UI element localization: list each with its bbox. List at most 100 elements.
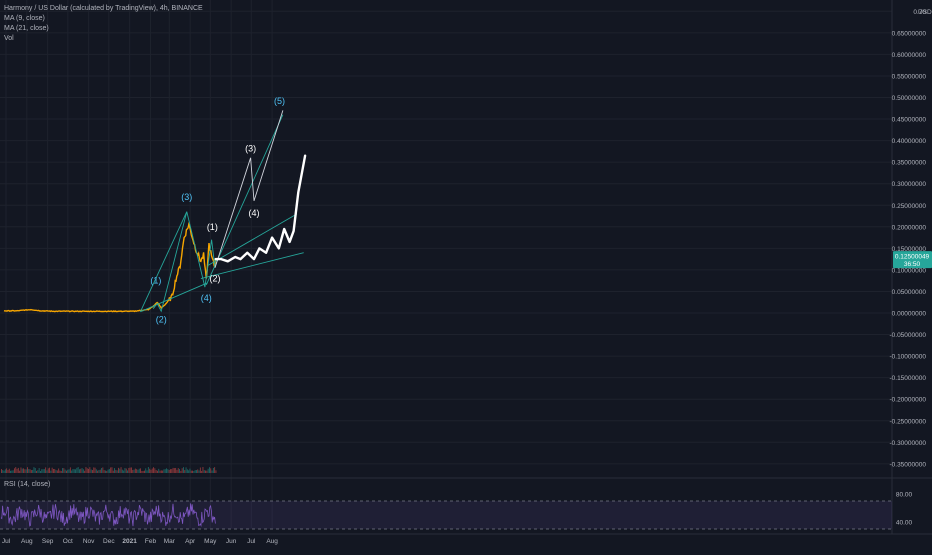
wave-label: (4) — [201, 293, 212, 303]
volume-bar — [144, 470, 145, 473]
volume-bar — [147, 467, 149, 473]
volume-bar — [151, 468, 153, 473]
y-tick-label: 0.30000000 — [892, 181, 927, 188]
wave-label: (4) — [248, 208, 259, 218]
volume-bar — [28, 469, 30, 473]
volume-bar — [167, 469, 169, 473]
volume-bar — [166, 468, 167, 473]
volume-bar — [21, 468, 23, 473]
volume-bar — [62, 468, 63, 473]
volume-bar — [115, 469, 117, 473]
wave-label: (2) — [210, 274, 221, 284]
volume-bar — [123, 470, 125, 473]
y-tick-label: 0.10000000 — [892, 267, 927, 274]
volume-bar — [103, 470, 105, 473]
volume-bar — [85, 467, 87, 473]
legend-ma9[interactable]: MA (9, close) — [4, 15, 45, 22]
volume-bar — [45, 467, 47, 473]
y-tick-label: -0.35000000 — [889, 461, 926, 468]
volume-bar — [15, 467, 17, 473]
price-tag-timer: 36:50 — [904, 261, 921, 268]
volume-bar — [19, 470, 21, 473]
volume-bar — [93, 467, 95, 473]
volume-bar — [160, 470, 162, 473]
legend-ma21[interactable]: MA (21, close) — [4, 25, 49, 32]
volume-bar — [73, 469, 75, 473]
volume-bar — [8, 468, 10, 473]
volume-bar — [157, 470, 158, 473]
volume-bar — [145, 468, 147, 473]
volume-bar — [207, 468, 209, 473]
volume-bar — [128, 467, 130, 473]
volume-bar — [141, 470, 143, 473]
wave-label: (5) — [274, 96, 285, 106]
volume-bar — [177, 468, 179, 473]
volume-bar — [138, 468, 140, 473]
x-tick-label: Feb — [145, 538, 157, 545]
volume-bar — [90, 469, 92, 473]
x-tick-label: Aug — [21, 538, 33, 545]
volume-bar — [12, 470, 14, 473]
volume-bar — [212, 467, 214, 473]
volume-bar — [98, 469, 100, 473]
chart-legend: Harmony / US Dollar (calculated by Tradi… — [4, 4, 203, 44]
support-trendline — [200, 252, 304, 279]
volume-bar — [102, 467, 104, 473]
volume-bar — [37, 470, 39, 473]
volume-bar — [66, 470, 67, 473]
volume-bar — [118, 467, 119, 473]
volume-bar — [106, 470, 108, 473]
volume-bar — [214, 467, 216, 473]
y-tick-label: -0.20000000 — [889, 397, 926, 404]
volume-bar — [176, 469, 178, 473]
volume-bar — [99, 469, 101, 473]
volume-bar — [20, 467, 22, 473]
volume-bar — [129, 467, 131, 473]
volume-bar — [136, 469, 138, 473]
volume-bar — [11, 470, 13, 473]
primary-wave-path — [152, 211, 216, 313]
price-axis: 0.70 0.65000000 0.60000000 0.55000000 0.5000… — [889, 9, 932, 469]
volume-bar — [47, 468, 49, 473]
volume-bar — [211, 470, 213, 473]
volume-bar — [173, 468, 175, 473]
y-tick-label: 0.50000000 — [892, 95, 927, 102]
volume-bar — [105, 470, 106, 473]
volume-bar — [142, 470, 144, 473]
rsi-tick-label: 40.00 — [896, 520, 913, 527]
volume-bar — [186, 469, 188, 473]
volume-bar — [77, 467, 79, 473]
volume-bar — [108, 469, 110, 473]
volume-bar — [46, 470, 48, 473]
volume-bar — [56, 470, 58, 473]
volume-bar — [183, 467, 184, 473]
legend-vol[interactable]: Vol — [4, 35, 14, 42]
rsi-tick-label: 80.00 — [896, 492, 913, 499]
volume-bar — [170, 469, 171, 473]
y-tick-label: 0.45000000 — [892, 117, 927, 124]
grid — [0, 0, 932, 535]
volume-bar — [168, 469, 170, 473]
x-tick-label: Jul — [247, 538, 256, 545]
price-tag-value: 0.12500049 — [895, 254, 930, 261]
rsi-legend[interactable]: RSI (14, close) — [4, 481, 51, 488]
volume-bar — [209, 467, 210, 473]
volume-bar — [210, 468, 212, 473]
volume-bar — [185, 467, 187, 473]
volume-bar — [59, 470, 61, 473]
mid-trendline — [207, 213, 298, 266]
volume-bar — [92, 470, 93, 473]
volume-bar — [10, 470, 11, 473]
volume-bar — [189, 468, 191, 473]
volume-bar — [43, 469, 45, 473]
volume-bar — [149, 468, 151, 473]
volume-bar — [188, 470, 190, 473]
volume-bar — [107, 469, 109, 473]
x-tick-label: Jun — [226, 538, 237, 545]
y-tick-label: -0.15000000 — [889, 375, 926, 382]
volume-bar — [55, 470, 57, 473]
volume-bar — [41, 469, 43, 473]
volume-bar — [32, 469, 34, 473]
volume-bar — [53, 469, 54, 473]
